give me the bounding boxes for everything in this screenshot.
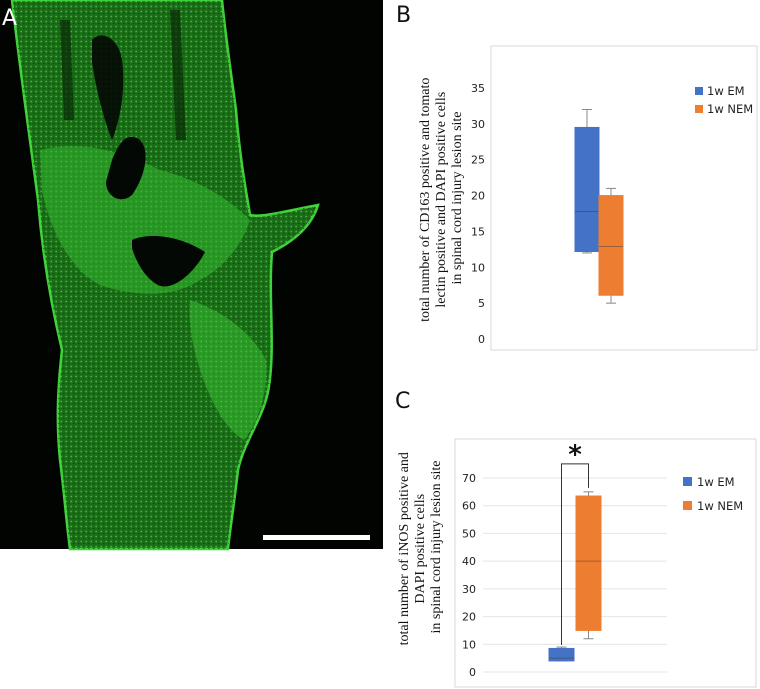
chart-b-y-ticks: 0 5 10 15 20 25 30 35 bbox=[471, 82, 485, 346]
chart-c-ylabel-line-1: total number of iNOS positive and bbox=[397, 452, 412, 645]
legend-swatch-nem bbox=[683, 501, 692, 510]
y-tick-label: 35 bbox=[471, 82, 485, 95]
legend-label-em: 1w EM bbox=[697, 475, 735, 489]
box-nem bbox=[598, 187, 624, 304]
y-tick-label: 30 bbox=[462, 583, 476, 596]
chart-b-legend: 1w EM 1w NEM bbox=[695, 84, 753, 116]
chart-b-ylabel-line-2: lectin positive and DAPI positive cells bbox=[434, 92, 449, 308]
box-nem bbox=[575, 491, 602, 640]
cavity-upper bbox=[106, 136, 146, 200]
chart-b-ylabel-line-3: in spinal cord injury lesion site bbox=[450, 111, 465, 284]
chart-b-frame bbox=[490, 45, 758, 351]
chart-b-ylabel: total number of CD163 positive and tomat… bbox=[418, 74, 465, 322]
chart-c-ylabel-line-2: DAPI positive cells bbox=[413, 494, 428, 604]
box-iqr bbox=[598, 195, 624, 296]
y-tick-label: 10 bbox=[471, 261, 485, 274]
y-tick-label: 0 bbox=[469, 666, 476, 679]
panel-label-b: B bbox=[396, 3, 411, 28]
y-tick-label: 50 bbox=[462, 527, 476, 540]
chart-c-y-ticks: 0 10 20 30 40 50 60 70 bbox=[462, 472, 476, 679]
chart-c-gridlines bbox=[483, 477, 667, 673]
spinal-cord-tissue bbox=[10, 0, 320, 551]
box-iqr bbox=[548, 647, 575, 662]
box-em bbox=[548, 646, 575, 662]
y-tick-label: 30 bbox=[471, 118, 485, 131]
chart-c-ylabel: total number of iNOS positive and DAPI p… bbox=[397, 449, 444, 646]
y-tick-label: 10 bbox=[462, 638, 476, 651]
legend-swatch-nem bbox=[695, 105, 703, 113]
chart-c-frame bbox=[454, 438, 757, 688]
legend-label-nem: 1w NEM bbox=[697, 499, 743, 513]
chart-c-ylabel-line-3: in spinal cord injury lesion site bbox=[429, 460, 444, 633]
box-iqr bbox=[574, 126, 600, 253]
chart-c-legend: 1w EM 1w NEM bbox=[683, 475, 743, 513]
significance-bracket: * bbox=[561, 440, 589, 646]
panel-label-a: A bbox=[2, 6, 17, 31]
y-tick-label: 70 bbox=[462, 472, 476, 485]
legend-label-nem: 1w NEM bbox=[707, 102, 753, 116]
y-tick-label: 0 bbox=[478, 333, 485, 346]
significance-star: * bbox=[568, 440, 582, 470]
legend-swatch-em bbox=[695, 87, 703, 95]
significance-bracket-line bbox=[561, 463, 589, 646]
y-tick-label: 5 bbox=[478, 297, 485, 310]
y-tick-label: 60 bbox=[462, 500, 476, 513]
y-tick-label: 15 bbox=[471, 225, 485, 238]
micrograph-panel: A bbox=[0, 0, 383, 551]
panel-label-c: C bbox=[395, 389, 410, 414]
chart-c-boxes bbox=[548, 491, 602, 662]
box-em bbox=[574, 109, 600, 254]
chart-b-ylabel-line-1: total number of CD163 positive and tomat… bbox=[418, 78, 433, 322]
y-tick-label: 25 bbox=[471, 154, 485, 167]
legend-swatch-em bbox=[683, 477, 692, 486]
scale-bar bbox=[263, 535, 370, 540]
y-tick-label: 20 bbox=[462, 611, 476, 624]
y-tick-label: 40 bbox=[462, 555, 476, 568]
cavity-lower bbox=[132, 236, 205, 287]
box-iqr bbox=[575, 495, 602, 631]
legend-label-em: 1w EM bbox=[707, 84, 745, 98]
y-tick-label: 20 bbox=[471, 190, 485, 203]
chart-c: C total number of iNOS positive and DAPI… bbox=[395, 389, 757, 688]
chart-b-boxes bbox=[574, 109, 624, 304]
chart-b: B total number of CD163 positive and tom… bbox=[396, 3, 758, 351]
